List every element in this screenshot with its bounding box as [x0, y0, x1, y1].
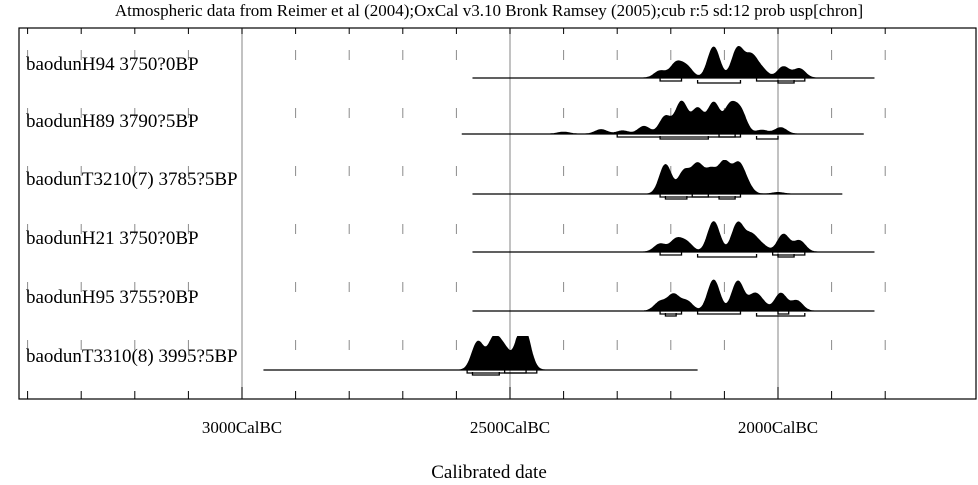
probability-area	[643, 160, 800, 195]
sigma-range-bar	[696, 311, 742, 315]
sigma-range-bar	[696, 80, 742, 84]
sigma-range-bar	[777, 311, 790, 315]
sigma-range-bar	[659, 252, 683, 256]
probability-area	[542, 100, 803, 135]
probability-area	[638, 279, 819, 312]
sigma-range-bar	[466, 370, 538, 374]
minor-tick-layer	[27, 50, 886, 350]
series-row: baodunH94 3750?0BP	[26, 45, 875, 84]
x-tick-label: 2000CalBC	[738, 418, 818, 437]
series-row: baodunT3210(7) 3785?5BP	[26, 160, 843, 200]
sigma-range-bar	[718, 134, 736, 138]
series-label: baodunH95 3755?0BP	[26, 287, 199, 308]
series-row: baodunH21 3750?0BP	[26, 221, 875, 258]
sigma-range-bar	[755, 136, 779, 140]
sigma-range-bar	[691, 194, 709, 198]
sigma-range-bar	[696, 254, 758, 258]
probability-area	[456, 336, 548, 371]
sigma-range-bar	[659, 311, 683, 315]
sigma-range-bar	[777, 80, 795, 84]
series-row: baodunT3310(8) 3995?5BP	[26, 336, 698, 376]
sigma-range-bar	[755, 78, 806, 82]
probability-area	[638, 221, 821, 253]
series-row: baodunH95 3755?0BP	[26, 279, 875, 317]
series-label: baodunT3310(8) 3995?5BP	[26, 346, 238, 367]
series-layer: baodunH94 3750?0BP baodunH89 3790?5BP baod…	[26, 45, 875, 376]
sigma-range-bar	[777, 254, 795, 258]
sigma-range-bar	[471, 372, 500, 376]
series-label: baodunH21 3750?0BP	[26, 228, 199, 249]
sigma-range-bar	[755, 313, 806, 317]
x-tick-label: 2500CalBC	[470, 418, 550, 437]
series-label: baodunH89 3790?5BP	[26, 111, 199, 132]
sigma-range-bar	[659, 136, 709, 140]
probability-area	[638, 45, 821, 79]
sigma-range-bar	[616, 134, 742, 138]
axis-ticks-layer: 3000CalBC 2500CalBC 2000CalBC	[27, 28, 886, 437]
chart-title: Atmospheric data from Reimer et al (2004…	[114, 1, 864, 20]
x-tick-label: 3000CalBC	[202, 418, 282, 437]
sigma-range-bar	[659, 78, 683, 82]
sigma-range-bar	[664, 196, 688, 200]
plot-frame	[18, 27, 977, 400]
x-axis-label: Calibrated date	[431, 462, 547, 483]
sigma-range-bar	[664, 313, 677, 317]
sigma-range-bar	[771, 252, 806, 256]
sigma-range-bar	[718, 196, 736, 200]
series-row: baodunH89 3790?5BP	[26, 100, 864, 140]
grid-layer	[241, 28, 779, 399]
series-label: baodunT3210(7) 3785?5BP	[26, 169, 238, 190]
series-label: baodunH94 3750?0BP	[26, 54, 199, 75]
sigma-range-bar	[503, 370, 527, 374]
